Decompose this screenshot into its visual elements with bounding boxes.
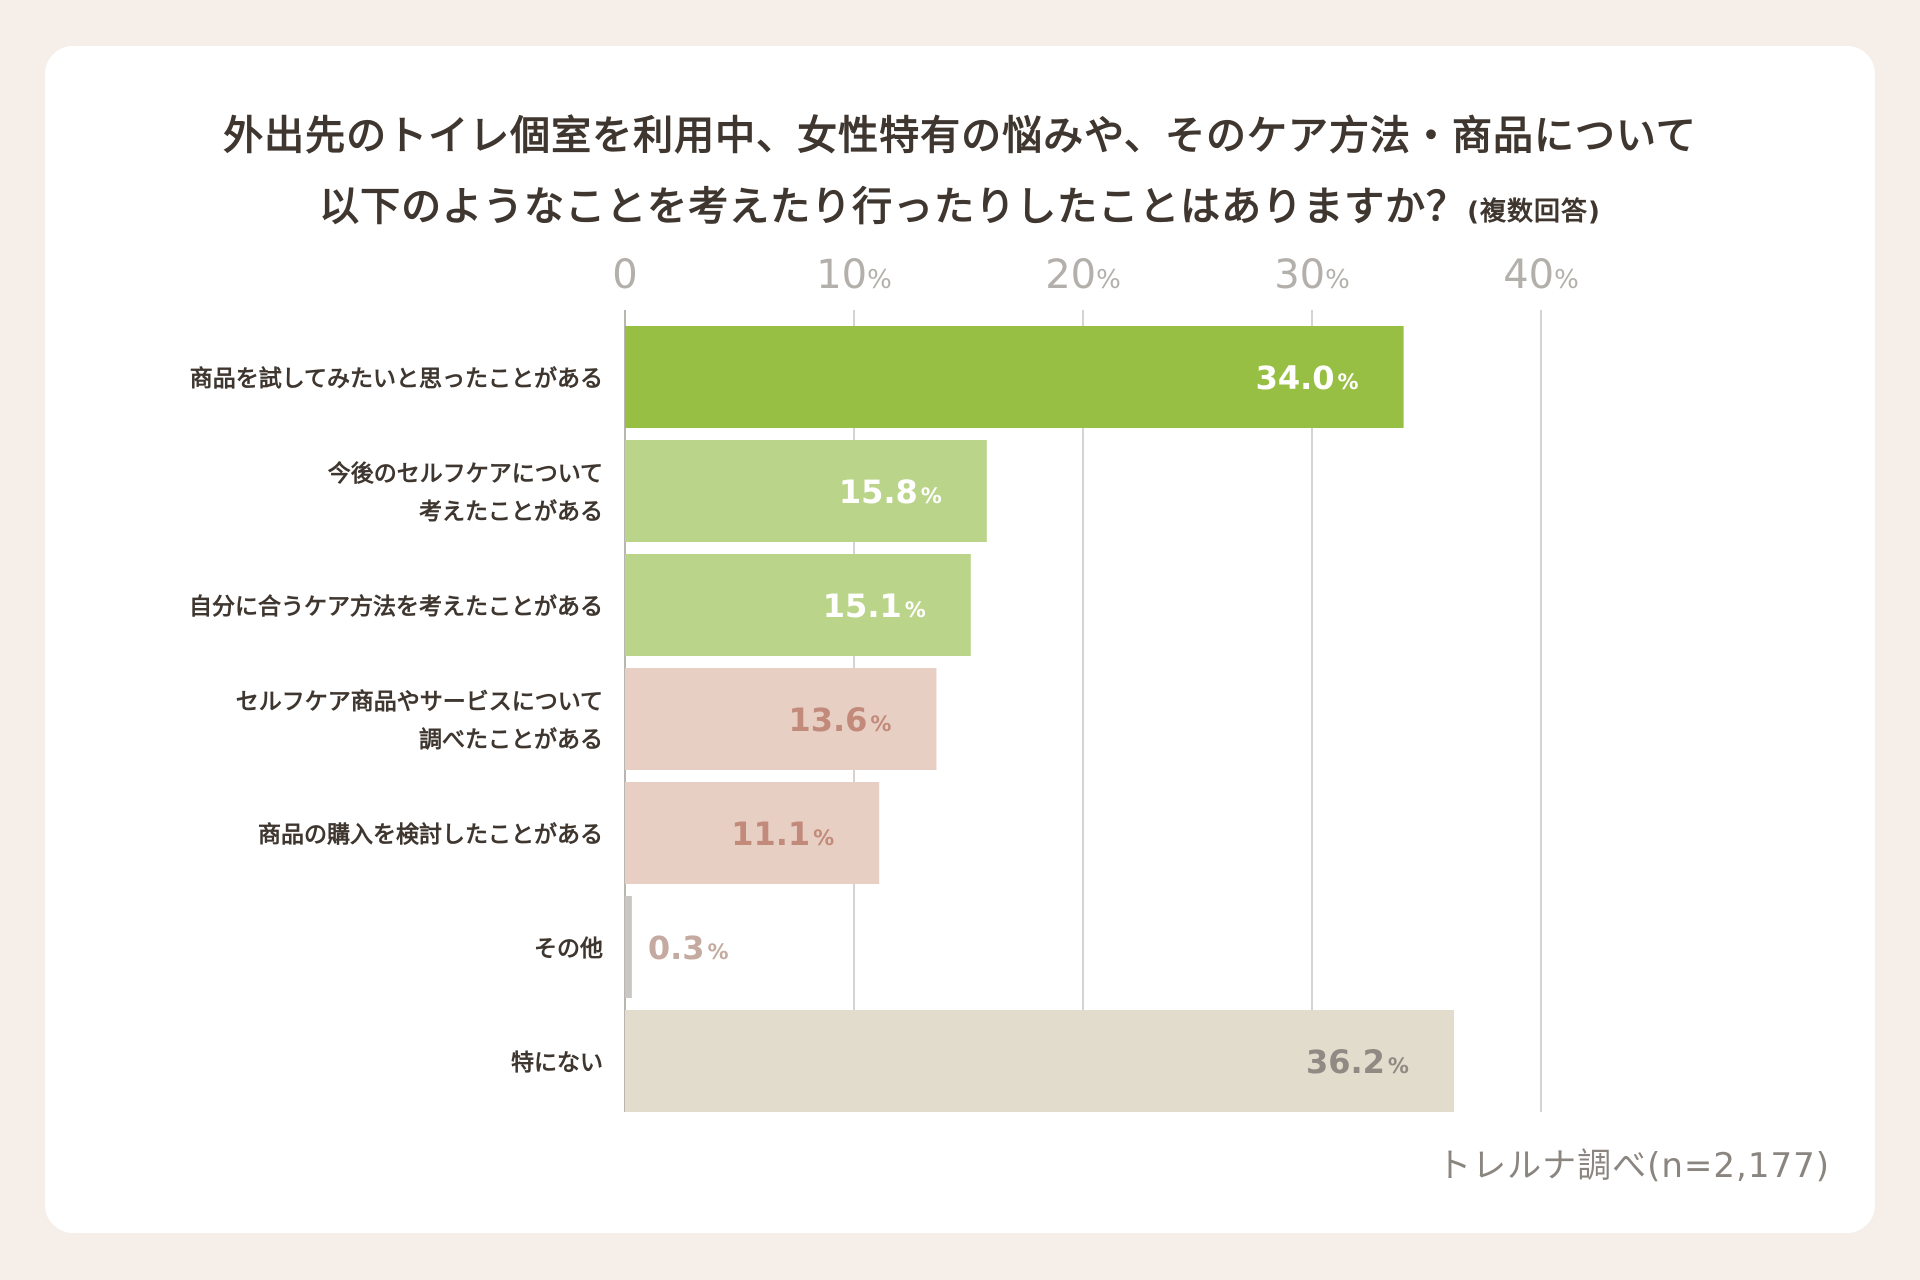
chart-title-note: (複数回答) [1467, 197, 1601, 227]
chart-title-question: 以下のようなことを考えたり行ったりしたことはありますか？ [319, 184, 1468, 230]
value-label: 15.8% [839, 473, 942, 511]
x-tick-label: 0 [612, 252, 637, 298]
bar [625, 668, 937, 770]
category-label: 商品を試してみたいと思ったことがある [190, 365, 603, 392]
category-label: 商品の購入を検討したことがある [258, 821, 603, 848]
value-label: 34.0% [1256, 359, 1359, 397]
value-label: 0.3% [648, 929, 729, 967]
x-tick-label: 10% [816, 252, 892, 298]
bar [625, 896, 632, 998]
value-label: 15.1% [823, 587, 926, 625]
category-label: 今後のセルフケアについて [328, 460, 603, 487]
value-label: 13.6% [788, 701, 891, 739]
value-label: 36.2% [1306, 1043, 1409, 1081]
chart-title-line1: 外出先のトイレ個室を利用中、女性特有の悩みや、そのケア方法・商品について [223, 113, 1697, 159]
x-tick-label: 20% [1045, 252, 1121, 298]
category-label: 考えたことがある [419, 498, 603, 525]
bar [625, 440, 987, 542]
bar [625, 326, 1404, 428]
category-label: セルフケア商品やサービスについて [236, 688, 603, 715]
x-tick-label: 30% [1274, 252, 1350, 298]
bar [625, 554, 971, 656]
category-label: その他 [534, 936, 603, 962]
category-label: 自分に合うケア方法を考えたことがある [189, 593, 603, 620]
chart-title-line2: 以下のようなことを考えたり行ったりしたことはありますか？(複数回答) [0, 174, 1920, 232]
category-label: 特にない [511, 1050, 603, 1076]
source-note: トレルナ調べ(n=2,177) [1437, 1146, 1830, 1186]
category-label: 調べたことがある [419, 726, 603, 753]
value-label: 11.1% [731, 815, 834, 853]
bar [625, 1010, 1454, 1112]
x-tick-label: 40% [1503, 252, 1579, 298]
bar [625, 782, 880, 884]
